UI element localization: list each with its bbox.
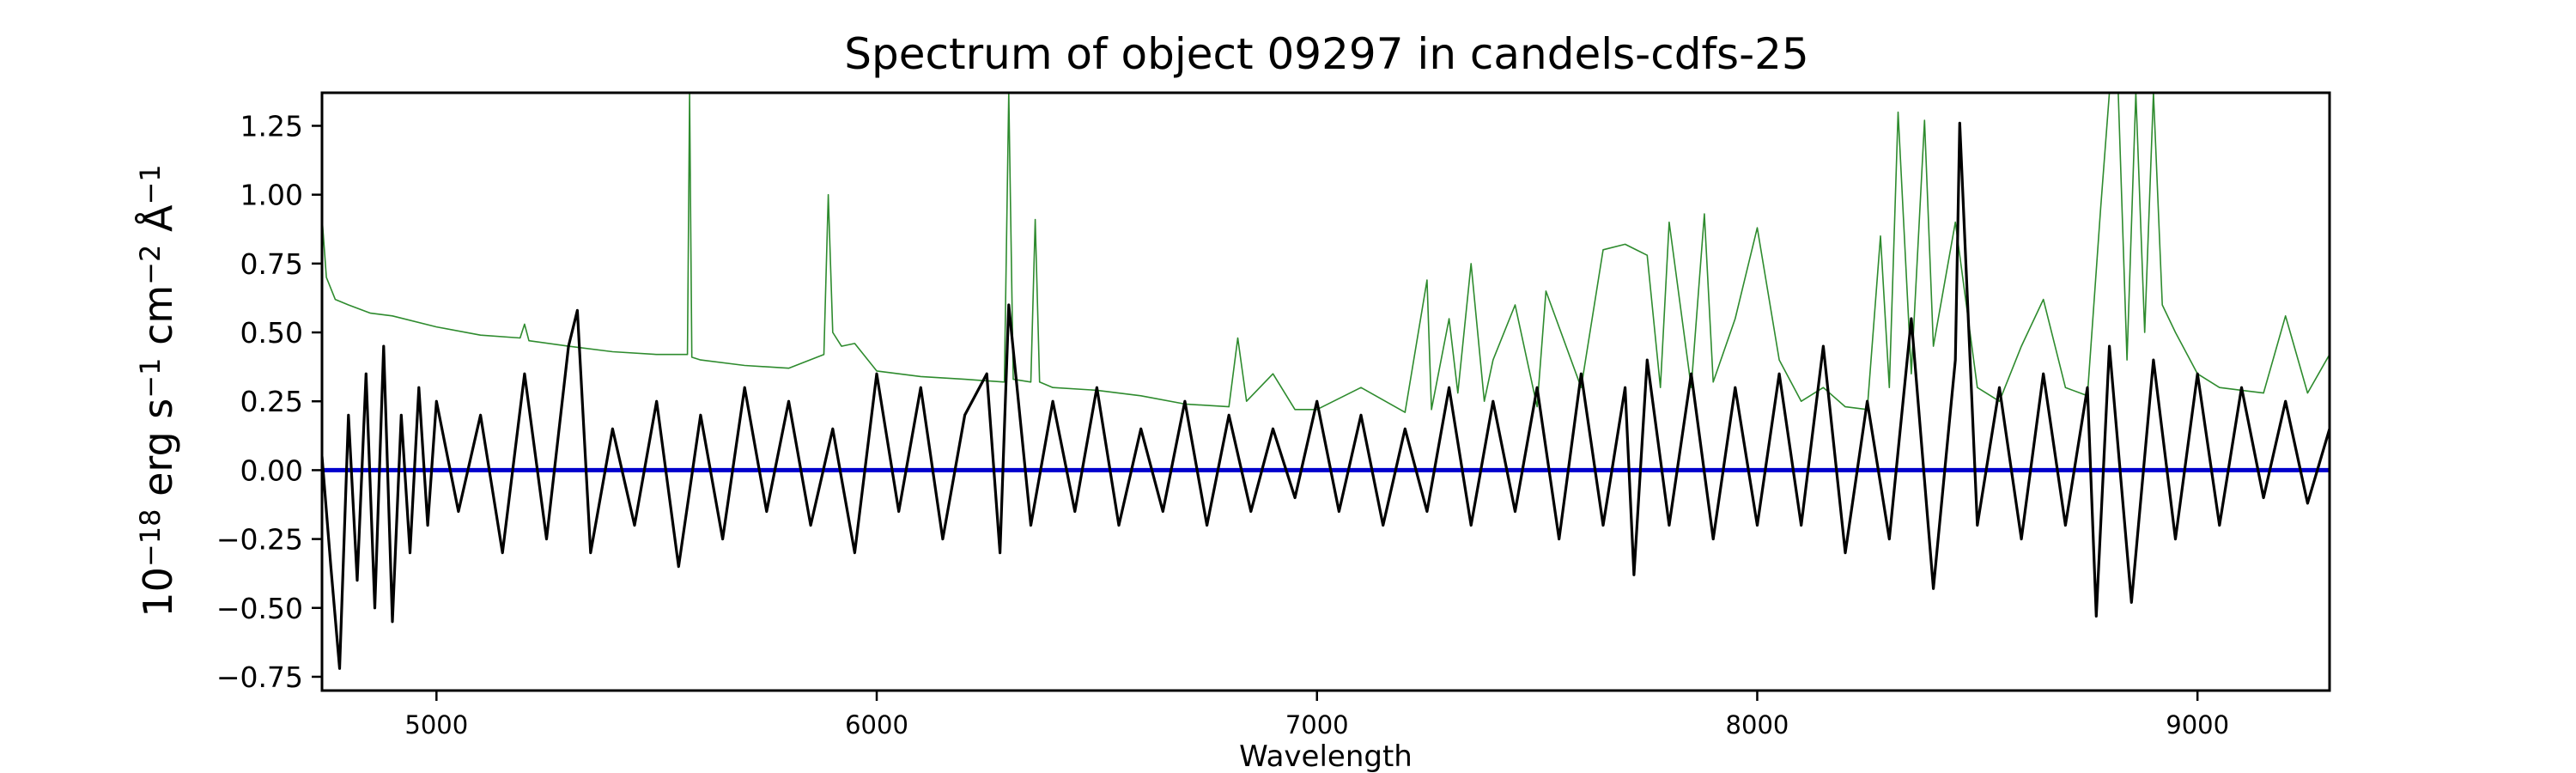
y-tick-label: 1.00 (240, 179, 303, 212)
y-tick-label: −0.75 (216, 660, 303, 694)
y-label-unit-exponent: −1 (134, 358, 167, 399)
x-tick-label: 9000 (2166, 710, 2229, 740)
y-axis-label: 10−18 erg s−1 cm−2 Å−1 (134, 164, 181, 617)
y-tick-label: 0.25 (240, 385, 303, 418)
x-tick-label: 7000 (1285, 710, 1349, 740)
chart-title: Spectrum of object 09297 in candels-cdfs… (844, 29, 1809, 79)
y-axis: −0.75 −0.50 −0.25 0.00 0.25 0.50 0.75 1.00 1.25 (216, 109, 322, 694)
y-tick-label: 0.00 (240, 453, 303, 487)
y-label-unit-exponent: −1 (134, 164, 167, 204)
x-axis: 5000 6000 7000 8000 9000 (404, 691, 2229, 740)
y-tick-label: 0.75 (240, 247, 303, 281)
y-label-unit: Å (135, 204, 181, 245)
y-label-unit-exponent: −2 (134, 245, 167, 285)
y-label-base: 10 (135, 567, 181, 618)
y-tick-label: 0.50 (240, 316, 303, 350)
y-label-exponent: −18 (134, 509, 167, 568)
x-tick-label: 8000 (1726, 710, 1789, 740)
x-tick-label: 5000 (404, 710, 468, 740)
y-label-unit: erg s (135, 399, 181, 509)
x-tick-label: 6000 (845, 710, 908, 740)
error-series-line (322, 93, 2330, 413)
x-axis-label: Wavelength (1239, 740, 1413, 773)
plot-area (320, 91, 2331, 692)
flux-series-line (322, 121, 2330, 670)
y-tick-label: −0.50 (216, 592, 303, 625)
y-tick-label: −0.25 (216, 523, 303, 557)
plot-frame (320, 91, 2331, 692)
y-label-unit: cm (135, 285, 181, 358)
y-tick-label: 1.25 (240, 109, 303, 143)
